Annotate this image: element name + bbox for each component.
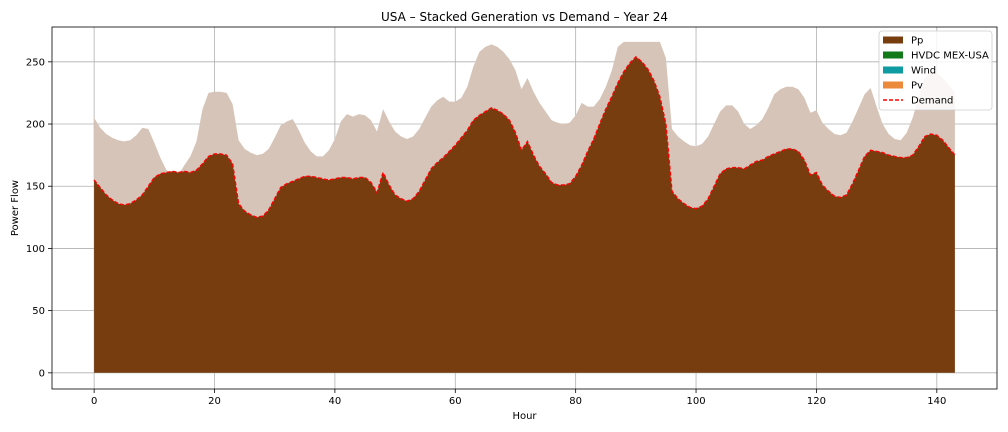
capacity-band bbox=[94, 41, 955, 218]
x-tick-label: 80 bbox=[569, 396, 582, 407]
y-tick-label: 50 bbox=[32, 306, 45, 317]
y-tick-label: 100 bbox=[26, 244, 45, 255]
series-areas bbox=[93, 41, 956, 373]
plot-border bbox=[51, 26, 998, 390]
legend-swatch bbox=[883, 66, 903, 74]
legend: Pp HVDC MEX-USA Wind Pv Demand bbox=[878, 30, 993, 111]
legend-label: Demand bbox=[911, 96, 953, 107]
legend-swatch bbox=[883, 81, 903, 89]
legend-box bbox=[878, 30, 993, 111]
legend-swatch bbox=[883, 51, 903, 59]
series-pp-area bbox=[94, 56, 955, 373]
y-tick-label: 250 bbox=[26, 57, 45, 68]
x-tick-label: 140 bbox=[927, 396, 946, 407]
x-tick-label: 0 bbox=[91, 396, 97, 407]
y-tick-label: 150 bbox=[26, 182, 45, 193]
y-tick-label: 0 bbox=[39, 368, 45, 379]
legend-label: HVDC MEX-USA bbox=[911, 51, 989, 62]
legend-label: Pv bbox=[911, 81, 923, 92]
x-tick-label: 40 bbox=[329, 396, 342, 407]
y-tick-label: 200 bbox=[26, 120, 45, 131]
chart-title: USA – Stacked Generation vs Demand – Yea… bbox=[381, 10, 668, 24]
axis-ticks: 0 20 40 60 80 100 120 140 0 50 100 150 200 250 bbox=[26, 57, 946, 407]
x-tick-label: 60 bbox=[449, 396, 462, 407]
plot-frame bbox=[51, 26, 998, 390]
legend-label: Pp bbox=[911, 36, 923, 47]
x-tick-label: 20 bbox=[208, 396, 221, 407]
x-tick-label: 120 bbox=[807, 396, 826, 407]
x-tick-label: 100 bbox=[686, 396, 705, 407]
y-axis-label: Power Flow bbox=[10, 180, 21, 236]
x-axis-label: Hour bbox=[512, 411, 537, 422]
series-demand-line bbox=[93, 55, 956, 219]
legend-label: Wind bbox=[911, 66, 936, 77]
legend-swatch bbox=[883, 36, 903, 44]
